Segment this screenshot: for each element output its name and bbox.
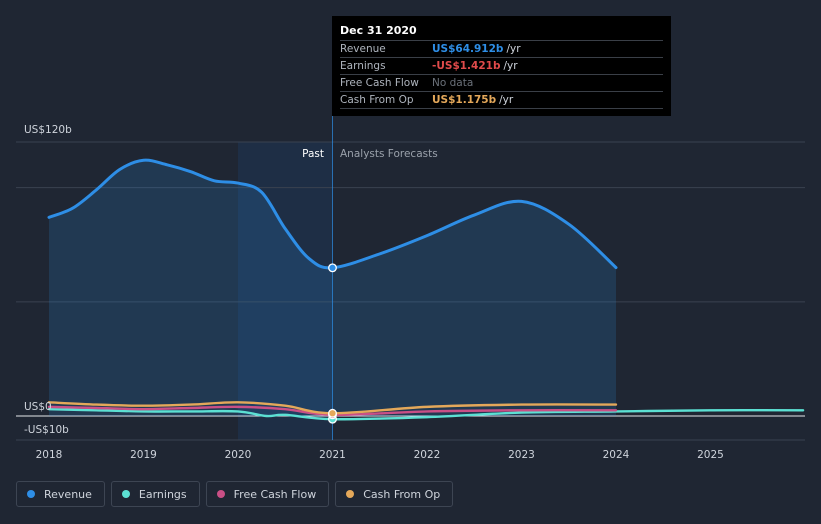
forecast-label: Analysts Forecasts: [340, 148, 438, 160]
tooltip-row-label: Revenue: [340, 43, 386, 55]
tooltip-row: Revenue US$64.912b/yr: [340, 41, 663, 58]
legend-item-free-cash-flow[interactable]: Free Cash Flow: [205, 481, 330, 507]
series-line-revenue: [47, 158, 618, 270]
revenue-area: [49, 160, 616, 416]
tooltip-row-value: -US$1.421b: [432, 60, 501, 72]
legend-dot-icon: [216, 490, 225, 498]
tooltip-row-unit: /yr: [506, 43, 521, 55]
y-label-top: US$120b: [24, 124, 72, 136]
tooltip-row-unit: /yr: [503, 60, 518, 72]
marker-revenue: [328, 263, 337, 273]
series-line-earnings: [47, 407, 805, 421]
legend-dot-icon: [27, 490, 35, 498]
legend-item-cash-from-op[interactable]: Cash From Op: [335, 481, 454, 507]
marker-cash-from-op: [328, 408, 337, 418]
tooltip-row-unit: /yr: [499, 94, 514, 106]
past-shade: [238, 142, 333, 440]
tooltip-row-value: US$64.912b: [432, 43, 504, 55]
y-label-bottom: -US$10b: [24, 424, 69, 436]
x-tick-label: 2020: [225, 449, 252, 461]
x-tick-label: 2021: [319, 449, 346, 461]
legend-label: Cash From Op: [363, 487, 441, 501]
tooltip-row-label: Cash From Op: [340, 94, 414, 106]
legend-label: Free Cash Flow: [233, 487, 317, 501]
legend-item-earnings[interactable]: Earnings: [110, 481, 200, 507]
legend-item-revenue[interactable]: Revenue: [16, 481, 105, 507]
tooltip-row: Cash From Op US$1.175b/yr: [340, 92, 663, 109]
x-tick-label: 2023: [508, 449, 535, 461]
tooltip-date: Dec 31 2020: [340, 22, 663, 41]
y-label-zero: US$0: [24, 401, 52, 413]
tooltip-row-value: US$1.175b: [432, 94, 497, 106]
legend-dot-icon: [121, 490, 130, 498]
x-tick-label: 2018: [36, 449, 63, 461]
series-line-free-cash-flow: [47, 405, 618, 417]
legend-label: Earnings: [138, 487, 187, 501]
tooltip-row-label: Free Cash Flow: [340, 77, 419, 89]
tooltip-row: Free Cash Flow No data: [340, 75, 663, 92]
legend-dot-icon: [346, 490, 355, 498]
x-tick-label: 2025: [697, 449, 724, 461]
past-label: Past: [302, 148, 324, 160]
data-tooltip: Dec 31 2020 Revenue US$64.912b/yr Earnings…: [332, 16, 671, 116]
legend: Revenue Earnings Free Cash Flow Cash From O…: [16, 481, 454, 507]
series-line-cash-from-op: [47, 401, 618, 415]
x-tick-label: 2024: [603, 449, 630, 461]
x-tick-label: 2019: [130, 449, 157, 461]
tooltip-row: Earnings -US$1.421b/yr: [340, 58, 663, 75]
tooltip-row-label: Earnings: [340, 60, 386, 72]
tooltip-row-value: No data: [432, 77, 474, 89]
x-tick-label: 2022: [414, 449, 441, 461]
legend-label: Revenue: [44, 487, 92, 501]
